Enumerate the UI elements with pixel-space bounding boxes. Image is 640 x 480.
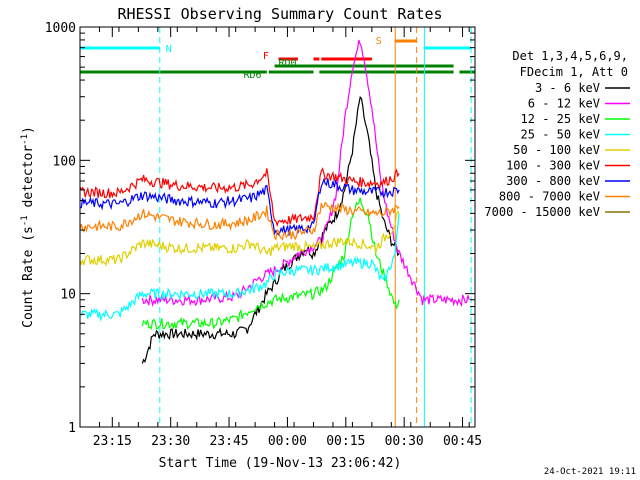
- x-axis-label: Start Time (19-Nov-13 23:06:42): [159, 456, 402, 471]
- series-line: [79, 210, 400, 267]
- y-axis-label-main: Count Rate (s: [21, 226, 36, 328]
- legend: Det 1,3,4,5,6,9, FDecim 1, Att 0 3 - 6 k…: [484, 49, 630, 219]
- series-line: [141, 197, 400, 330]
- plot-area: N F S RD0 RD6: [79, 27, 475, 427]
- flag-label-f: F: [263, 51, 269, 62]
- flag-label-s: S: [376, 36, 382, 47]
- y-tick-label: 100: [53, 154, 76, 169]
- series-line: [79, 201, 400, 241]
- legend-label: 800 - 7000 keV: [499, 190, 600, 204]
- legend-label: 3 - 6 keV: [535, 81, 600, 95]
- legend-header-line1: Det 1,3,4,5,6,9,: [512, 49, 628, 63]
- plot-frame: [79, 26, 476, 428]
- flag-label-rd0: RD0: [278, 58, 296, 69]
- x-tick-label: 00:30: [385, 434, 424, 449]
- legend-label: 6 - 12 keV: [528, 97, 600, 111]
- legend-header-line2: FDecim 1, Att 0: [520, 65, 628, 79]
- series-line: [141, 95, 400, 364]
- legend-label: 50 - 100 keV: [513, 143, 600, 157]
- x-axis: 23:15 23:30 23:45 00:00 00:15 00:30 00:45: [79, 27, 482, 449]
- series-line: [79, 167, 400, 227]
- series-line: [141, 39, 470, 308]
- legend-label: 12 - 25 keV: [521, 112, 600, 126]
- y-axis-label-mid: detector: [21, 145, 36, 216]
- x-tick-label: 00:45: [443, 434, 482, 449]
- flag-label-rd6: RD6: [243, 70, 261, 81]
- y-axis: 1 10 100 1000: [45, 21, 475, 436]
- series-line: [79, 177, 400, 236]
- y-tick-label: 1000: [45, 21, 76, 36]
- legend-label: 7000 - 15000 keV: [484, 205, 600, 219]
- y-axis-label: Count Rate (s-1 detector-1): [20, 126, 36, 328]
- y-axis-label-exp2: -1: [20, 134, 30, 145]
- y-tick-label: 10: [60, 288, 76, 303]
- x-tick-label: 00:00: [268, 434, 307, 449]
- legend-label: 300 - 800 keV: [506, 174, 600, 188]
- x-tick-label: 23:15: [93, 434, 132, 449]
- chart-title: RHESSI Observing Summary Count Rates: [117, 5, 442, 23]
- x-tick-label: 00:15: [326, 434, 365, 449]
- x-tick-label: 23:45: [209, 434, 248, 449]
- y-tick-label: 1: [68, 421, 76, 436]
- x-tick-label: 23:30: [151, 434, 190, 449]
- y-axis-label-end: ): [21, 126, 36, 134]
- y-axis-label-exp1: -1: [20, 215, 30, 226]
- series-line: [79, 213, 400, 322]
- legend-label: 100 - 300 keV: [506, 159, 600, 173]
- timestamp: 24-Oct-2021 19:11: [544, 467, 636, 477]
- legend-label: 25 - 50 keV: [521, 128, 600, 142]
- flag-label-n: N: [166, 44, 172, 55]
